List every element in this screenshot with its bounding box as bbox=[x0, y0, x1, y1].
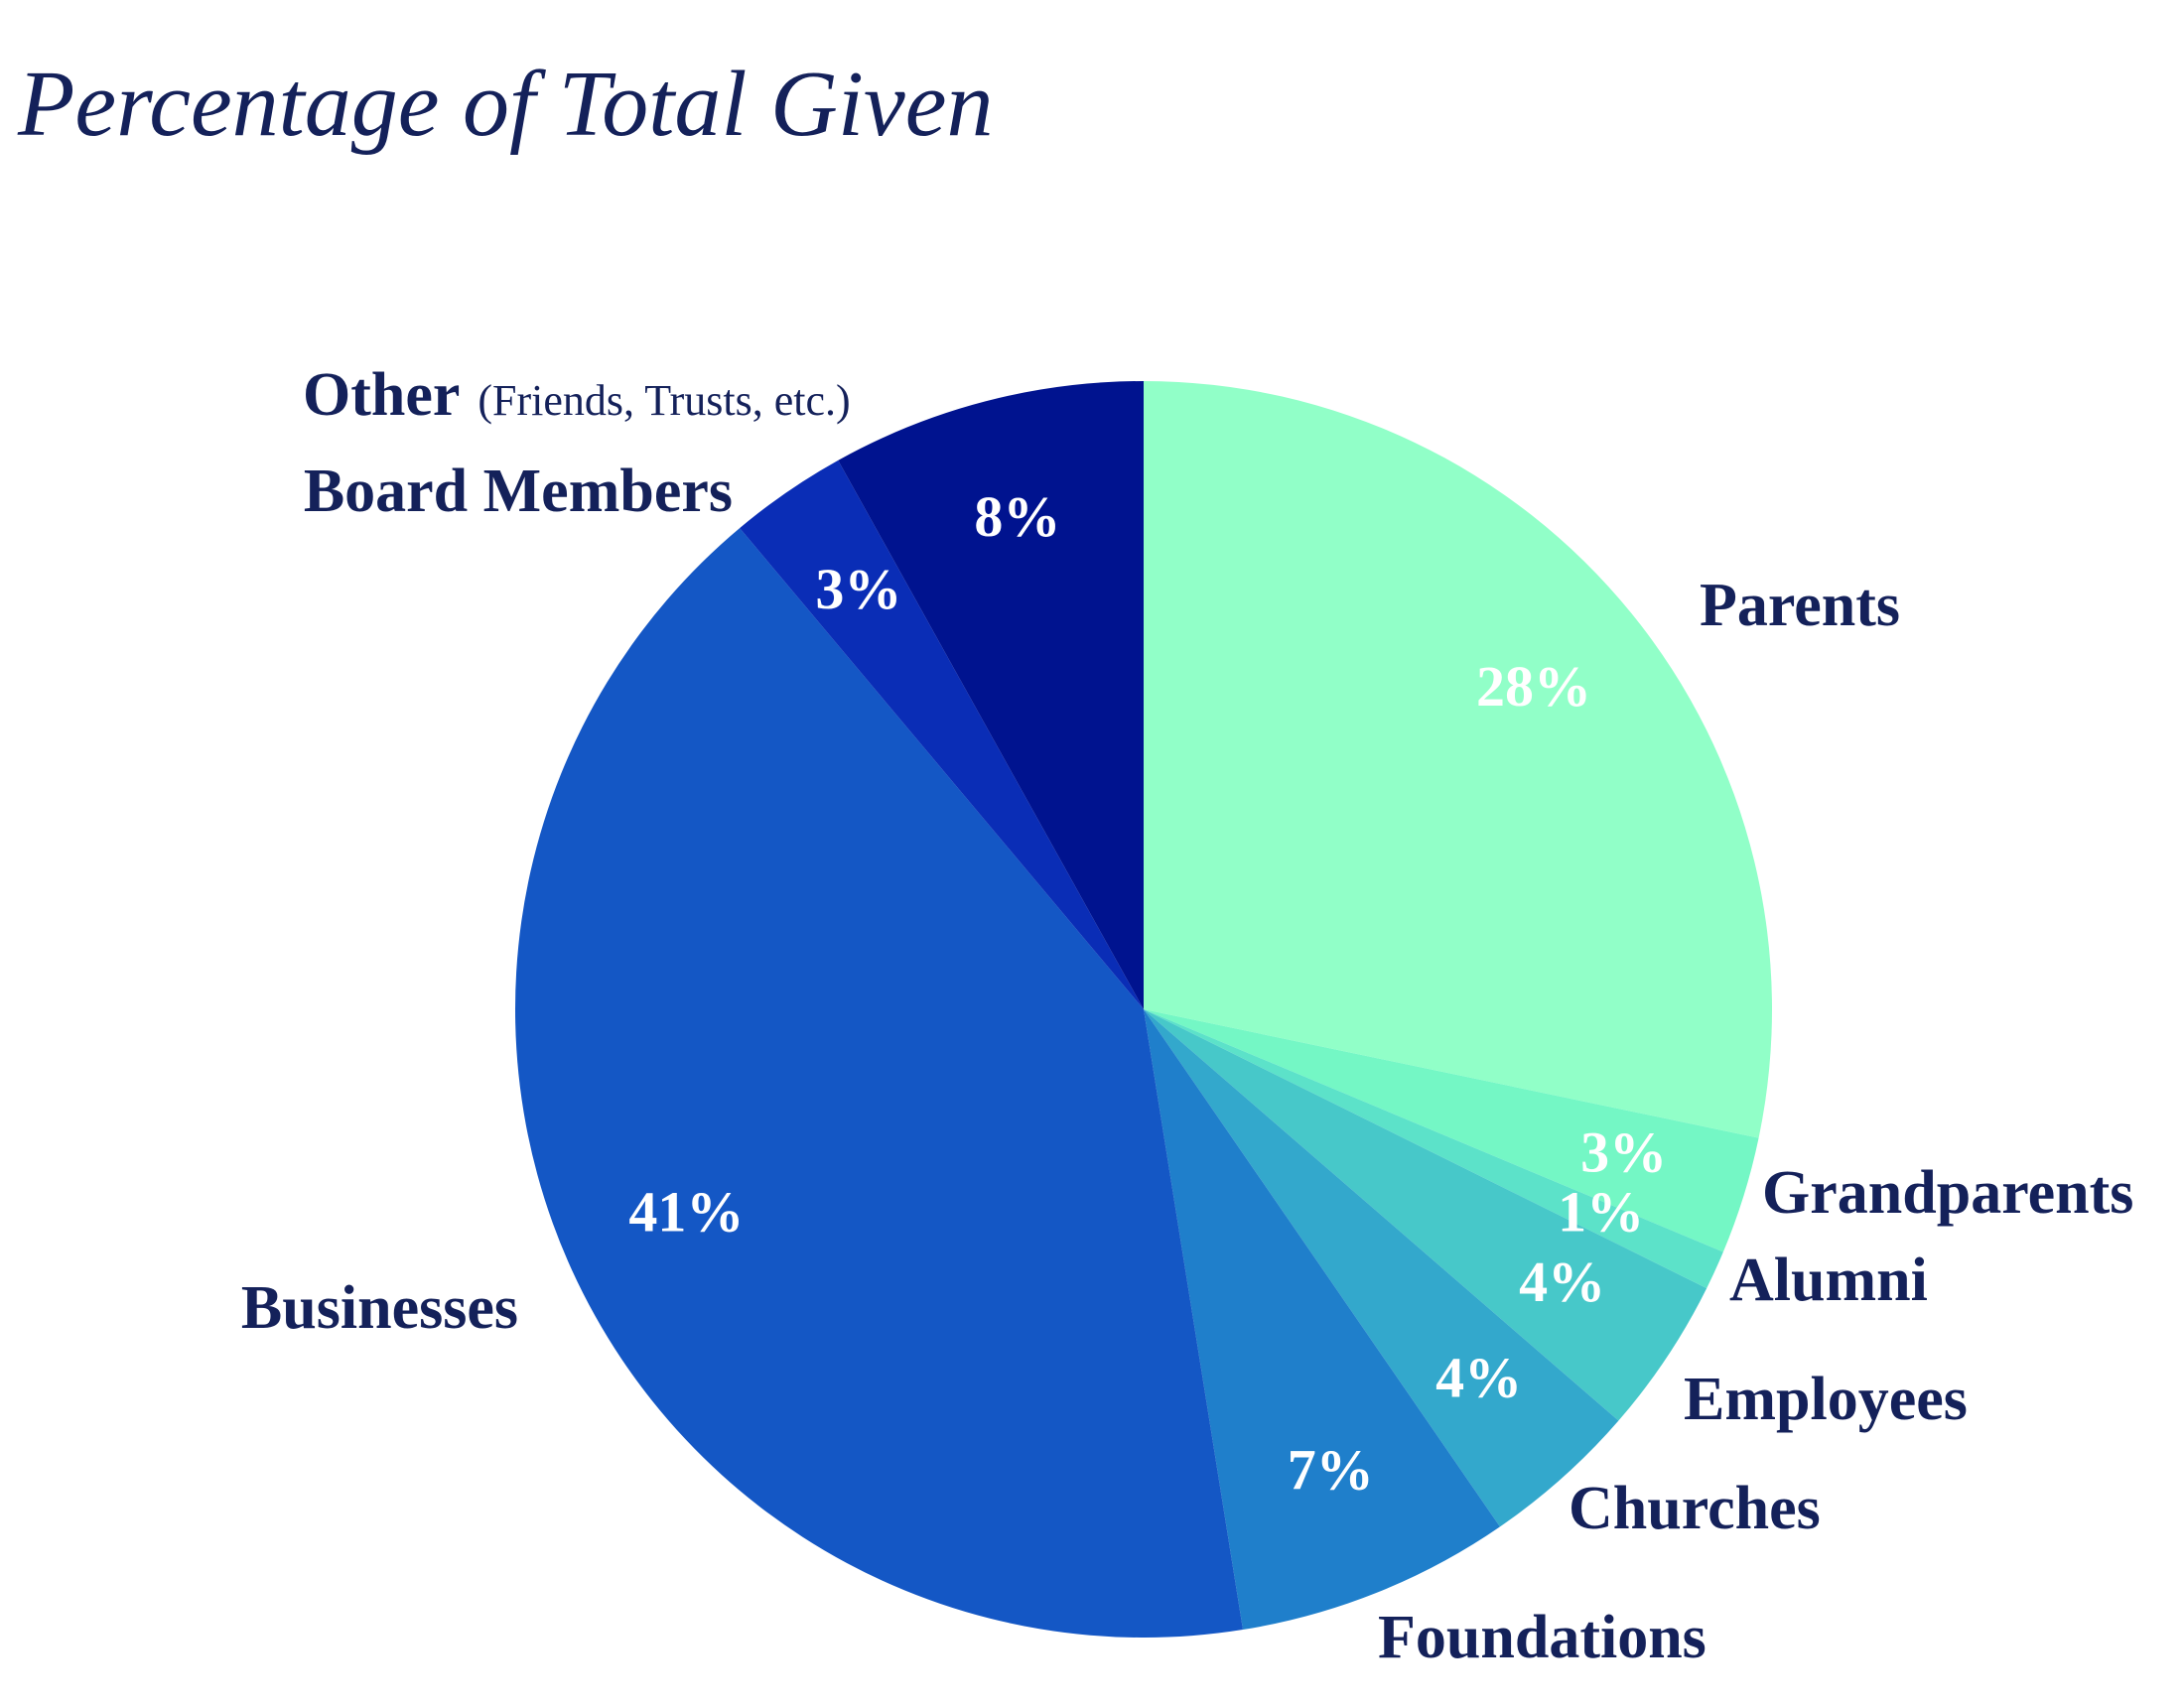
category-label-churches: Churches bbox=[1569, 1475, 1821, 1542]
value-label-parents: 28% bbox=[1476, 654, 1591, 719]
category-label-parents-text: Parents bbox=[1700, 572, 1900, 639]
pie-slice-businesses bbox=[514, 528, 1244, 1638]
category-label-grandparents: Grandparents bbox=[1762, 1159, 2133, 1227]
category-label-businesses-text: Businesses bbox=[241, 1274, 518, 1342]
pie-slice-grandparents bbox=[1144, 1009, 1759, 1252]
category-label-businesses: Businesses bbox=[241, 1274, 518, 1342]
category-label-churches-text: Churches bbox=[1569, 1475, 1821, 1542]
pie-slice-board-members bbox=[740, 460, 1144, 1009]
value-label-businesses: 41% bbox=[628, 1180, 744, 1245]
category-label-foundations-text: Foundations bbox=[1378, 1604, 1706, 1671]
pie-category-labels: Parents Grandparents Alumni Employees Church… bbox=[241, 361, 2133, 1671]
category-label-employees: Employees bbox=[1684, 1366, 1968, 1433]
category-label-board-members: Board Members bbox=[304, 458, 733, 525]
pie-slice-alumni bbox=[1144, 1009, 1723, 1289]
value-label-alumni: 1% bbox=[1558, 1180, 1644, 1245]
category-label-grandparents-text: Grandparents bbox=[1762, 1159, 2133, 1227]
value-label-other: 8% bbox=[974, 484, 1060, 549]
chart-title: Percentage of Total Given bbox=[18, 53, 994, 156]
value-label-foundations: 7% bbox=[1288, 1437, 1374, 1502]
value-label-churches: 4% bbox=[1435, 1346, 1522, 1410]
category-label-other: Other (Friends, Trusts, etc.) bbox=[303, 361, 851, 429]
value-label-board-members: 3% bbox=[815, 557, 901, 621]
value-label-grandparents: 3% bbox=[1580, 1120, 1667, 1185]
pie-slice-other bbox=[838, 381, 1144, 1009]
category-label-alumni-text: Alumni bbox=[1729, 1247, 1928, 1314]
pie-slice-churches bbox=[1144, 1009, 1619, 1527]
category-label-parents: Parents bbox=[1700, 572, 1900, 639]
pie-slice-parents bbox=[1144, 381, 1773, 1138]
value-label-employees: 4% bbox=[1519, 1249, 1605, 1314]
category-label-employees-text: Employees bbox=[1684, 1366, 1968, 1433]
pie-value-labels: 28%3%1%4%4%7%41%3%8% bbox=[628, 484, 1667, 1502]
category-label-foundations: Foundations bbox=[1378, 1604, 1706, 1671]
pie-slice-employees bbox=[1144, 1009, 1707, 1421]
category-label-other-text: Other bbox=[303, 361, 460, 429]
category-label-board-members-text: Board Members bbox=[304, 458, 733, 525]
category-label-other-note: (Friends, Trusts, etc.) bbox=[478, 376, 850, 425]
pie-slice-foundations bbox=[1144, 1009, 1500, 1631]
category-label-alumni: Alumni bbox=[1729, 1247, 1928, 1314]
pie-slices bbox=[514, 381, 1773, 1638]
